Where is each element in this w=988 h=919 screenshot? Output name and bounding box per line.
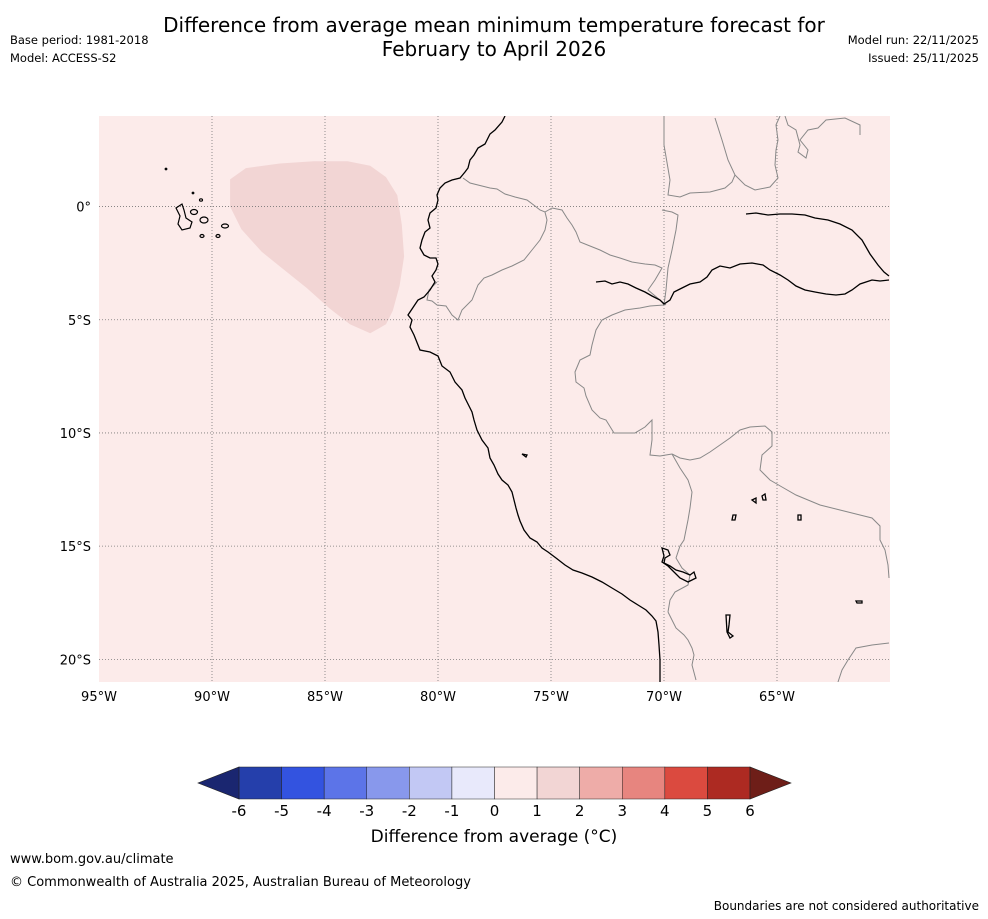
colorbar-swatch [409, 766, 453, 800]
border-ecuador-peru [426, 211, 548, 321]
colorbar-swatch [664, 766, 708, 800]
website-url[interactable]: www.bom.gov.au/climate [10, 852, 174, 867]
colorbar-tick-label: 0 [490, 802, 500, 820]
copyright-notice: © Commonwealth of Australia 2025, Austra… [10, 875, 471, 890]
map-title-line-2: February to April 2026 [381, 37, 607, 61]
lat-tick-label: 10°S [60, 427, 91, 442]
colorbar-under-arrow [197, 766, 240, 800]
border-peru-bolivia [667, 453, 693, 613]
map-title-line-1: Difference from average mean minimum tem… [163, 13, 825, 37]
lake-titicaca [661, 547, 697, 583]
colorbar-tick-label: -2 [402, 802, 417, 820]
colorbar-tick-label: 3 [617, 802, 627, 820]
border-brazil-north [784, 116, 861, 159]
colorbar-swatch [281, 766, 325, 800]
boundaries-disclaimer: Boundaries are not considered authoritat… [713, 899, 979, 913]
lon-tick-label: 65°W [759, 690, 795, 705]
border-colombia-brazil-south [661, 209, 679, 306]
lat-tick-label: 20°S [60, 653, 91, 668]
border-peru-brazil [574, 304, 673, 457]
colorbar-tick-label: -3 [359, 802, 374, 820]
coastline-pacific [407, 116, 661, 682]
colorbar-swatch [579, 766, 623, 800]
colorbar-swatch [707, 766, 751, 800]
colorbar-swatch [238, 766, 282, 800]
colorbar-xlabel: Difference from average (°C) [370, 827, 618, 847]
colorbar-tick-label: 2 [575, 802, 585, 820]
colorbar-tick-label: -6 [232, 802, 247, 820]
lon-tick-label: 90°W [194, 690, 230, 705]
colorbar-tick-label: -1 [444, 802, 459, 820]
galapagos-islands [164, 167, 230, 239]
border-colombia-peru-brazil [551, 207, 667, 306]
colorbar-swatches [238, 766, 751, 800]
country-borders [426, 116, 890, 682]
border-bolivia-brazil [671, 425, 890, 579]
lat-tick-label: 5°S [68, 314, 91, 329]
lake-small-brazil [521, 453, 863, 639]
axis-tick-labels: 0° 5°S 10°S 15°S 20°S 95°W 90°W 85°W 80°W 75°W 70°… [60, 201, 795, 705]
colorbar-swatch [323, 766, 367, 800]
colorbar-tick-label: 1 [532, 802, 542, 820]
issued-label: Issued: 25/11/2025 [868, 51, 979, 65]
forecast-map: 0° 5°S 10°S 15°S 20°S 95°W 90°W 85°W 80°W 75°W 70°… [60, 116, 890, 705]
colorbar-swatch [366, 766, 410, 800]
lon-tick-label: 75°W [533, 690, 569, 705]
model-run-label: Model run: 22/11/2025 [847, 33, 979, 47]
colorbar-swatch [536, 766, 580, 800]
colorbar-swatch [494, 766, 538, 800]
colorbar-swatch [622, 766, 666, 800]
river-negro [745, 212, 890, 277]
colorbar-tick-label: 5 [703, 802, 713, 820]
lat-tick-label: 15°S [60, 540, 91, 555]
lon-tick-label: 70°W [646, 690, 682, 705]
lat-tick-label: 0° [76, 201, 91, 216]
lon-tick-label: 95°W [81, 690, 117, 705]
border-venezuela-brazil [734, 116, 781, 191]
colorbar-swatch [451, 766, 495, 800]
colorbar-tick-label: 6 [745, 802, 755, 820]
base-period-label: Base period: 1981-2018 [10, 33, 149, 47]
colorbar-tick-labels: -6 -5 -4 -3 -2 -1 0 1 2 3 4 5 6 [232, 802, 755, 820]
anomaly-region-1-to-2 [230, 161, 405, 334]
colorbar-over-arrow [749, 766, 792, 800]
lon-tick-label: 80°W [420, 690, 456, 705]
colorbar-tick-label: -5 [274, 802, 289, 820]
border-chile-bolivia-argentina [667, 611, 697, 681]
border-paraguay [837, 642, 890, 682]
border-colombia-ecuador [462, 177, 553, 213]
colorbar-tick-label: -4 [317, 802, 332, 820]
colorbar-tick-label: 4 [660, 802, 670, 820]
river-amazon-maranon [595, 262, 890, 305]
map-background-anomaly-0-1 [99, 116, 890, 682]
coastlines [407, 116, 890, 682]
border-colombia-venezuela [663, 116, 736, 198]
map-gridlines [99, 116, 890, 682]
model-label: Model: ACCESS-S2 [10, 51, 117, 65]
lon-tick-label: 85°W [307, 690, 343, 705]
